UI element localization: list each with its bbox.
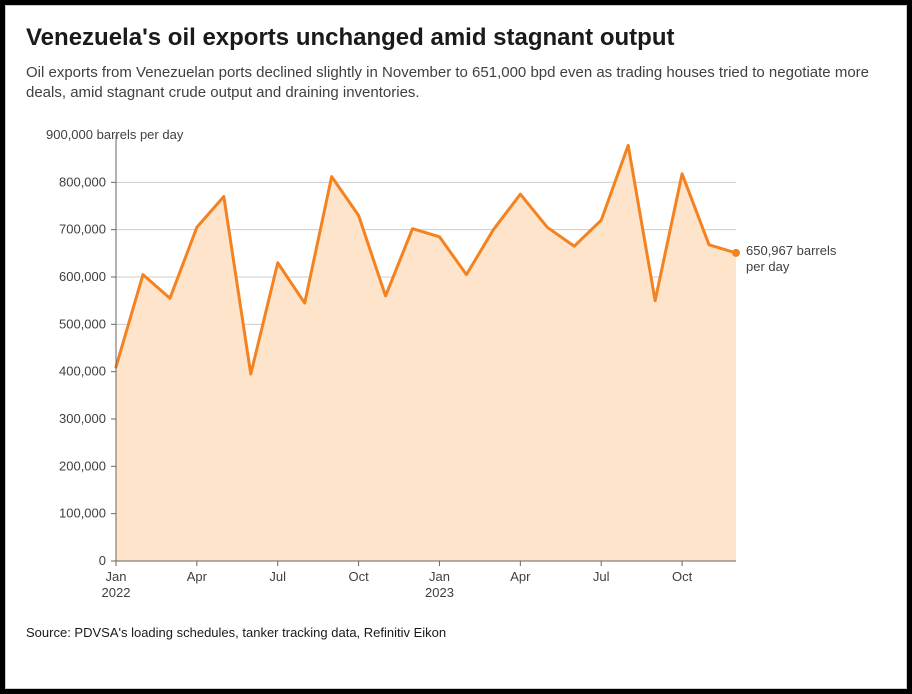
svg-text:Apr: Apr <box>187 569 208 584</box>
svg-text:2023: 2023 <box>425 585 454 600</box>
area-fill <box>116 146 736 562</box>
chart-card: Venezuela's oil exports unchanged amid s… <box>5 5 907 689</box>
chart-svg: 0 100,000 200,000 300,000 400,000 500,000 600,… <box>26 121 886 611</box>
y-axis-unit: 900,000 barrels per day <box>46 127 184 142</box>
svg-text:800,000: 800,000 <box>59 175 106 190</box>
end-label: per day <box>746 259 790 274</box>
svg-text:100,000: 100,000 <box>59 506 106 521</box>
svg-text:Jan: Jan <box>106 569 127 584</box>
svg-text:2022: 2022 <box>102 585 131 600</box>
svg-text:Apr: Apr <box>510 569 531 584</box>
svg-text:700,000: 700,000 <box>59 222 106 237</box>
svg-text:200,000: 200,000 <box>59 459 106 474</box>
end-marker <box>732 249 740 257</box>
svg-text:400,000: 400,000 <box>59 364 106 379</box>
svg-text:300,000: 300,000 <box>59 411 106 426</box>
svg-text:0: 0 <box>99 553 106 568</box>
svg-text:Oct: Oct <box>348 569 369 584</box>
chart-subtitle: Oil exports from Venezuelan ports declin… <box>26 63 886 104</box>
svg-text:Jul: Jul <box>269 569 286 584</box>
chart-plot: 0 100,000 200,000 300,000 400,000 500,000 600,… <box>26 121 886 611</box>
svg-text:600,000: 600,000 <box>59 269 106 284</box>
svg-text:Jul: Jul <box>593 569 610 584</box>
chart-source: Source: PDVSA's loading schedules, tanke… <box>26 625 886 640</box>
chart-title: Venezuela's oil exports unchanged amid s… <box>26 24 886 53</box>
end-label: 650,967 barrels <box>746 243 837 258</box>
svg-text:Jan: Jan <box>429 569 450 584</box>
svg-text:Oct: Oct <box>672 569 693 584</box>
svg-text:500,000: 500,000 <box>59 317 106 332</box>
